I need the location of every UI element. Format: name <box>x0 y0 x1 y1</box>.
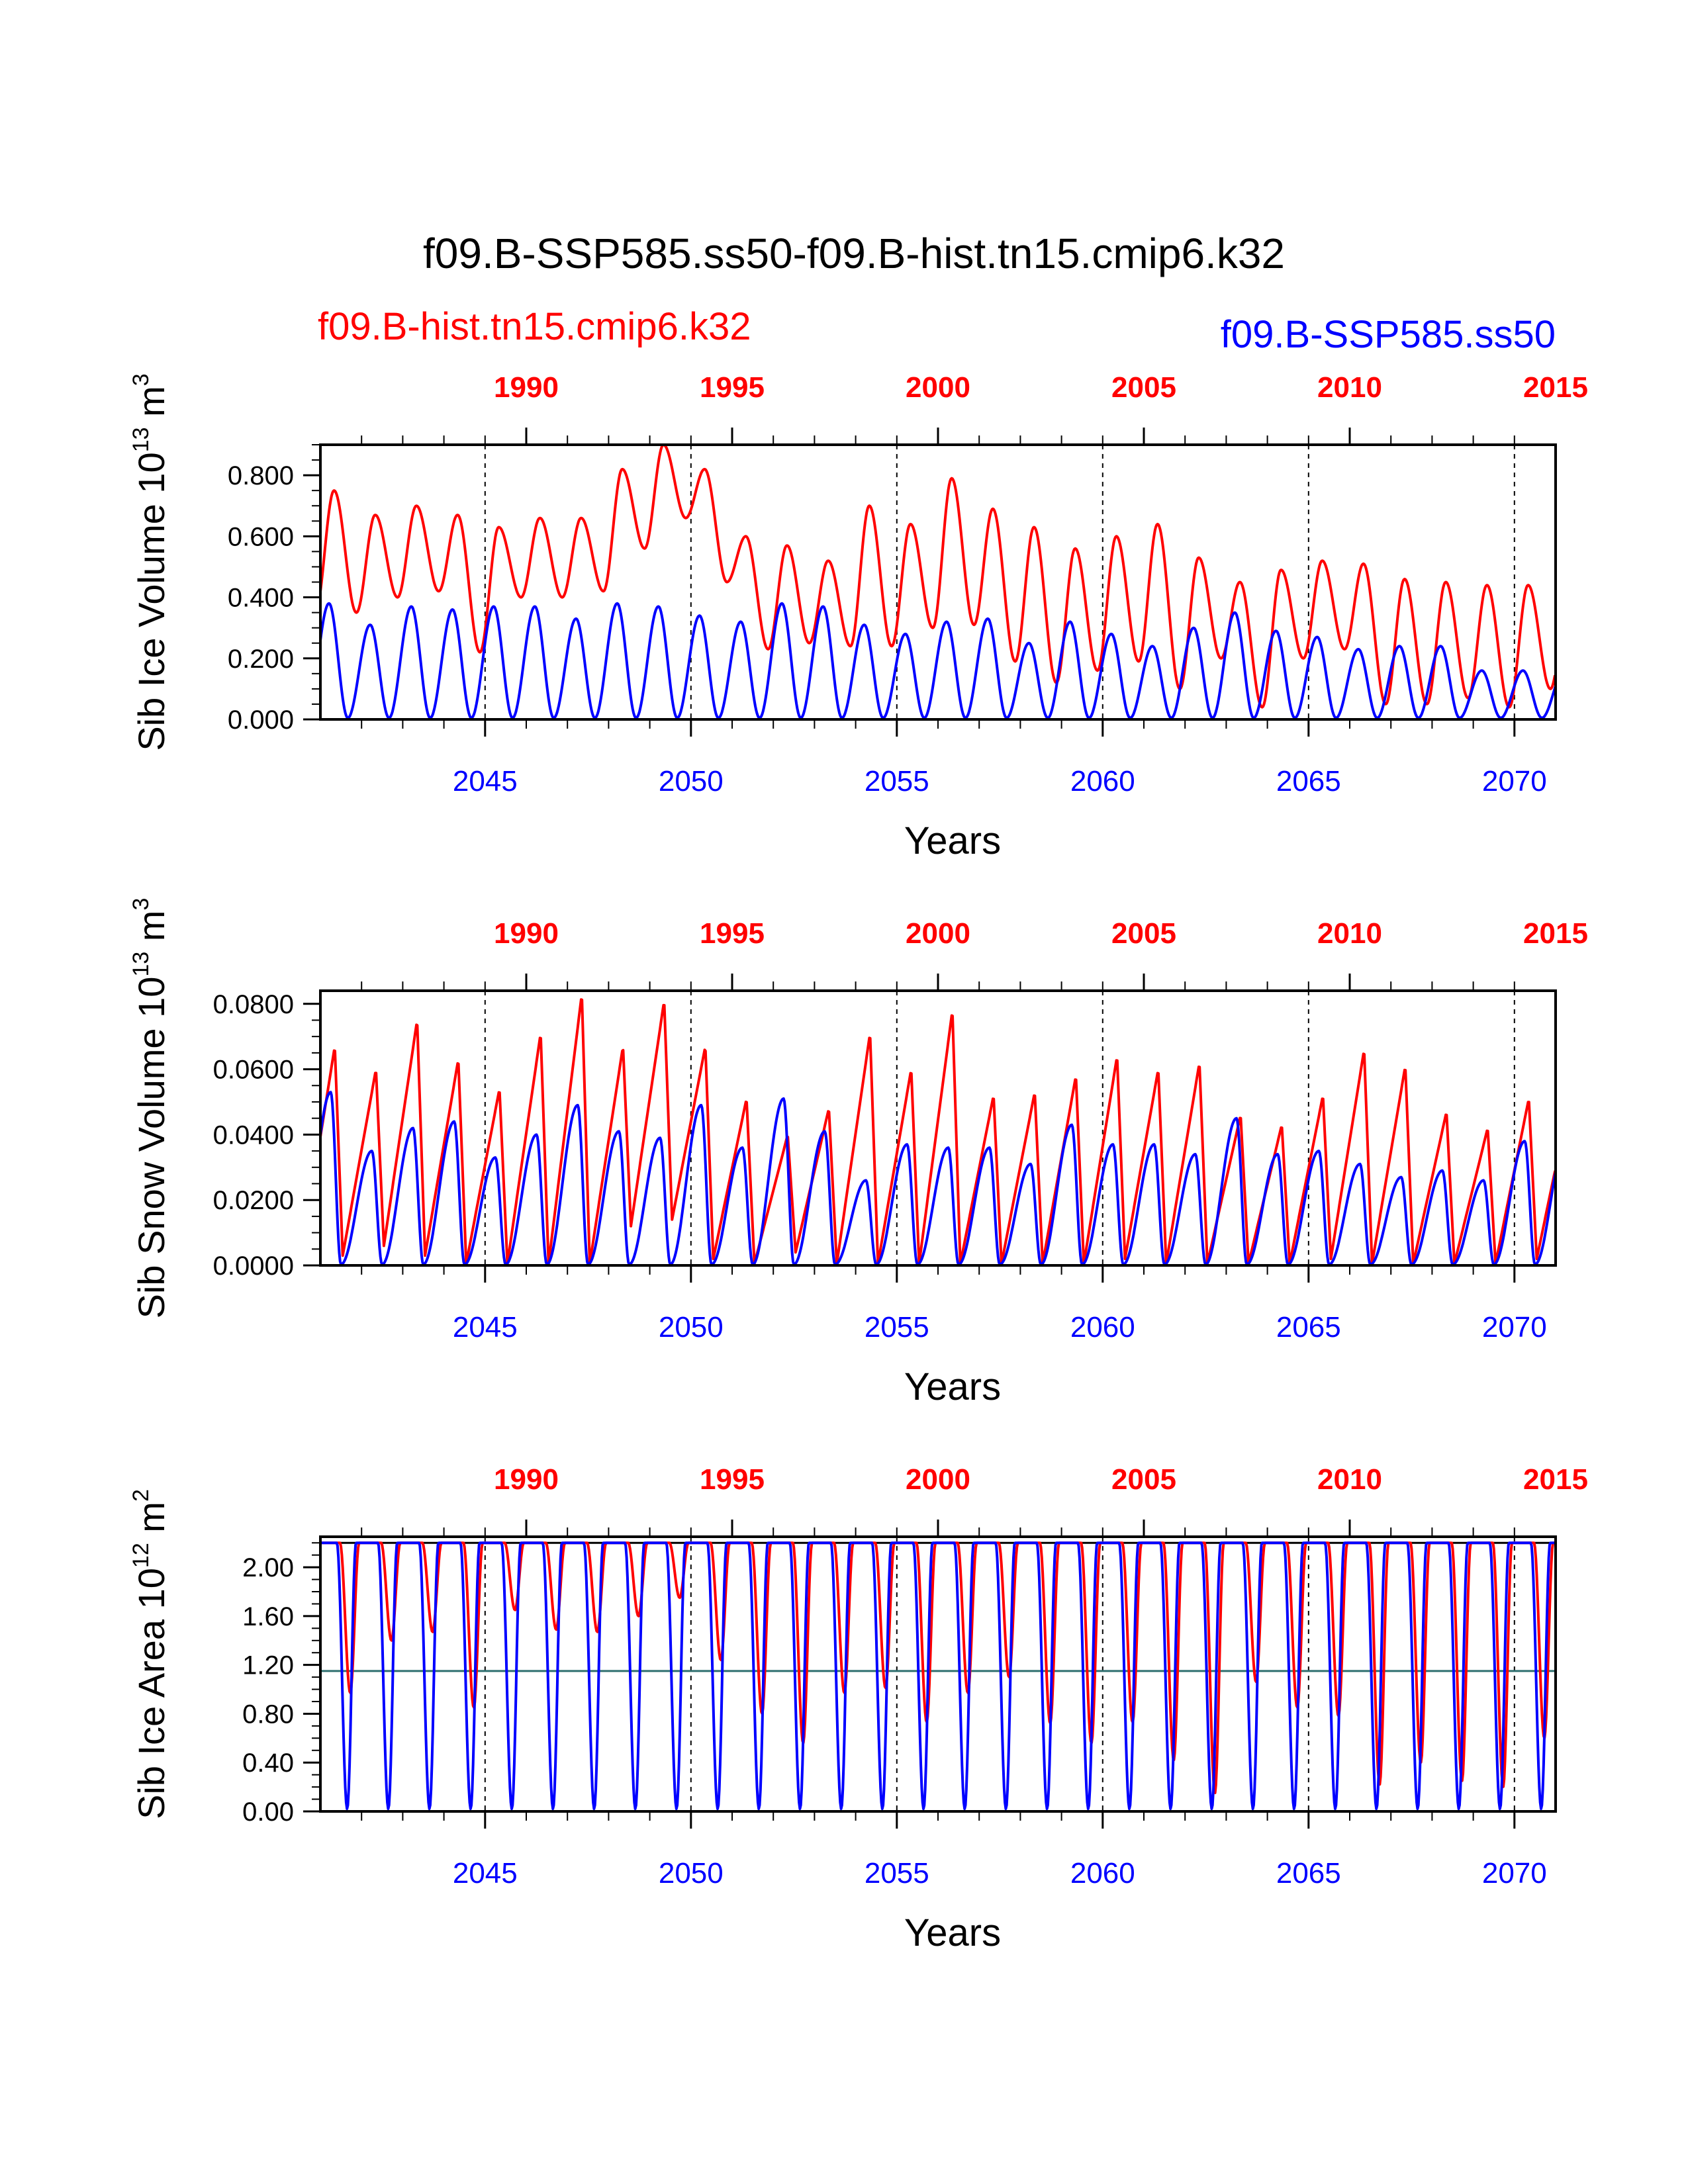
x-top-tick-label: 2010 <box>1317 1463 1382 1496</box>
series-line-hist <box>319 998 1557 1265</box>
y-tick-label: 0.800 <box>228 461 294 490</box>
chart-panel-3: 0.00 0.40 0.80 1.20 1.60 2.00 2045 2050 2055 2060… <box>128 1463 1588 1954</box>
y-tick-label: 2.00 <box>242 1553 294 1582</box>
y-tick-label: 0.80 <box>242 1700 294 1729</box>
x-top-tick-label: 2000 <box>906 371 970 404</box>
x-top-tick-label: 2000 <box>906 917 970 950</box>
y-axis-label-exponent: 2 <box>128 1489 154 1502</box>
series-line-hist <box>319 443 1557 709</box>
y-tick-label: 1.60 <box>242 1602 294 1631</box>
y-axis-label-exponent: 13 <box>128 427 154 452</box>
x-bottom-tick-label: 2055 <box>865 1857 929 1889</box>
y-tick-label: 0.000 <box>228 705 294 735</box>
y-axis-label-exponent: 12 <box>128 1543 154 1568</box>
x-bottom-tick-label: 2070 <box>1482 1311 1547 1343</box>
x-bottom-tick-label: 2055 <box>865 765 929 797</box>
x-bottom-tick-label: 2065 <box>1276 1857 1341 1889</box>
y-tick-label: 0.0200 <box>213 1186 294 1215</box>
x-top-tick-label: 2000 <box>906 1463 970 1496</box>
x-bottom-tick-label: 2065 <box>1276 765 1341 797</box>
y-axis-label-exponent: 3 <box>128 373 154 386</box>
x-bottom-tick-label: 2070 <box>1482 765 1547 797</box>
left-series-label: f09.B-hist.tn15.cmip6.k32 <box>318 305 751 348</box>
y-tick-label: 0.00 <box>242 1797 294 1827</box>
x-top-tick-label: 1995 <box>700 917 765 950</box>
figure-title: f09.B-SSP585.ss50-f09.B-hist.tn15.cmip6.… <box>423 230 1285 277</box>
x-bottom-tick-label: 2060 <box>1070 1857 1135 1889</box>
y-axis-label-text: m <box>130 386 172 427</box>
y-tick-label: 0.400 <box>228 584 294 613</box>
series-line-ssp <box>319 602 1557 719</box>
y-tick-label: 0.200 <box>228 645 294 674</box>
y-tick-label: 0.0000 <box>213 1251 294 1281</box>
y-tick-label: 0.0600 <box>213 1056 294 1085</box>
x-axis-label: Years <box>904 1365 1001 1408</box>
x-bottom-tick-label: 2050 <box>659 1857 724 1889</box>
x-bottom-tick-label: 2060 <box>1070 765 1135 797</box>
x-top-tick-label: 1995 <box>700 1463 765 1496</box>
chart-panel-2: 0.0000 0.0200 0.0400 0.0600 0.0800 2045 2050 20… <box>128 898 1588 1408</box>
y-axis-label: Sib Ice Volume 1013 m3 <box>128 373 172 751</box>
x-top-tick-label: 2015 <box>1523 1463 1588 1496</box>
x-bottom-tick-label: 2045 <box>453 1311 518 1343</box>
series-line-ssp <box>320 1541 1556 1810</box>
x-top-tick-label: 2005 <box>1111 371 1176 404</box>
y-axis-label-text: m <box>130 1502 172 1543</box>
right-series-label: f09.B-SSP585.ss50 <box>1221 313 1556 356</box>
chart-panel-1: 0.000 0.200 0.400 0.600 0.800 2045 2050 2055 206… <box>128 371 1588 862</box>
y-tick-label: 0.0400 <box>213 1120 294 1150</box>
x-bottom-tick-label: 2045 <box>453 1857 518 1889</box>
y-axis-label-exponent: 3 <box>128 898 154 911</box>
y-axis-label-text: m <box>130 911 172 952</box>
x-top-tick-label: 2005 <box>1111 1463 1176 1496</box>
x-top-tick-label: 2015 <box>1523 917 1588 950</box>
series-line-ssp <box>319 1091 1557 1266</box>
y-tick-label: 0.40 <box>242 1749 294 1778</box>
y-tick-label: 0.0800 <box>213 990 294 1019</box>
x-bottom-tick-label: 2050 <box>659 765 724 797</box>
x-top-tick-label: 2015 <box>1523 371 1588 404</box>
x-bottom-tick-label: 2070 <box>1482 1857 1547 1889</box>
y-axis-label: Sib Ice Area 1012 m2 <box>128 1489 172 1819</box>
x-top-tick-label: 1990 <box>494 371 559 404</box>
x-axis-label: Years <box>904 1911 1001 1954</box>
x-bottom-tick-label: 2050 <box>659 1311 724 1343</box>
y-axis-label-text: Sib Snow Volume 10 <box>130 977 172 1319</box>
x-top-tick-label: 1995 <box>700 371 765 404</box>
x-axis-label: Years <box>904 819 1001 862</box>
x-top-tick-label: 1990 <box>494 1463 559 1496</box>
x-top-tick-label: 2005 <box>1111 917 1176 950</box>
x-top-tick-label: 2010 <box>1317 371 1382 404</box>
x-bottom-tick-label: 2065 <box>1276 1311 1341 1343</box>
y-axis-label-exponent: 13 <box>128 952 154 977</box>
y-axis-label: Sib Snow Volume 1013 m3 <box>128 898 172 1319</box>
x-top-tick-label: 1990 <box>494 917 559 950</box>
y-axis-label-text: Sib Ice Volume 10 <box>130 452 172 751</box>
y-tick-label: 0.600 <box>228 522 294 551</box>
y-axis-label-text: Sib Ice Area 10 <box>130 1568 172 1819</box>
x-bottom-tick-label: 2045 <box>453 765 518 797</box>
y-tick-label: 1.20 <box>242 1651 294 1680</box>
x-top-tick-label: 2010 <box>1317 917 1382 950</box>
x-bottom-tick-label: 2060 <box>1070 1311 1135 1343</box>
x-bottom-tick-label: 2055 <box>865 1311 929 1343</box>
